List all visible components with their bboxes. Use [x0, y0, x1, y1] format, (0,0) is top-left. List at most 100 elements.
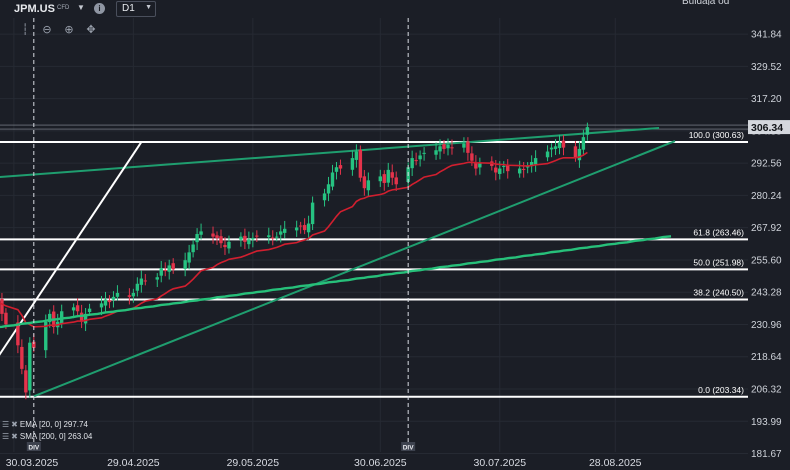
candle-body [390, 172, 394, 178]
candle [75, 298, 80, 318]
candle [107, 295, 112, 309]
candle [239, 232, 243, 247]
symbol-name[interactable]: JPM.US [14, 3, 55, 15]
candle [354, 144, 359, 168]
candle [103, 291, 108, 312]
candle [358, 145, 363, 182]
legend-close-icon[interactable]: ✖ [11, 432, 18, 441]
candle [271, 230, 275, 246]
date-tick-label: 30.07.2025 [473, 457, 526, 469]
candle-body [20, 346, 24, 369]
dividend-markers: DIV DIV [26, 18, 416, 452]
candle-body [573, 146, 578, 159]
dividend-label: DIV [403, 445, 415, 452]
zoom-out-icon[interactable]: ⊖ [42, 24, 52, 36]
candle [521, 162, 526, 178]
candle [434, 142, 438, 160]
crosshair-lines-icon[interactable]: ┆ [21, 24, 29, 36]
candle [310, 196, 315, 231]
candle-body [474, 162, 478, 169]
candle-body [466, 141, 470, 153]
candle-body [187, 252, 191, 263]
candle [553, 139, 558, 155]
candle-body [549, 147, 554, 150]
candle-body [478, 163, 482, 168]
price-tick-label: 181.67 [751, 449, 782, 460]
candle [127, 288, 132, 305]
legend-close-icon[interactable]: ✖ [11, 420, 18, 429]
top-right-label: Buldaja od [682, 0, 729, 5]
candle-body [577, 148, 582, 161]
candle-body [243, 235, 247, 242]
candle [322, 188, 327, 207]
price-tick-label: 292.56 [751, 159, 782, 170]
candle [243, 228, 247, 250]
candle-body [155, 277, 159, 280]
candle [99, 295, 104, 316]
candle [143, 274, 148, 286]
candle-body [107, 300, 112, 303]
candle [326, 176, 331, 202]
legend-settings-icon[interactable]: ☰ [2, 432, 10, 441]
candle-body [111, 296, 116, 300]
chevron-down-icon: ▼ [145, 4, 152, 11]
price-tick-label: 243.28 [751, 288, 782, 299]
candle-body [199, 231, 203, 235]
candle [366, 172, 371, 197]
legend-sma[interactable]: ☰ ✖ SMA [200, 0] 263.04 [2, 432, 92, 441]
legend-settings-icon[interactable]: ☰ [2, 420, 10, 429]
candle-body [446, 144, 450, 149]
candle-body [462, 143, 466, 148]
trendline [33, 140, 676, 398]
candle [394, 171, 398, 191]
candle-body [79, 312, 84, 322]
candle [386, 162, 390, 187]
candle-body [75, 305, 80, 312]
fib-label: 38.2 (240.50) [693, 287, 744, 297]
candle-body [494, 167, 498, 173]
candle [155, 273, 159, 288]
candle [294, 220, 299, 237]
candle-body [581, 137, 586, 150]
candle [135, 277, 140, 297]
candle-body [502, 165, 506, 167]
zoom-in-icon[interactable]: ⊕ [64, 24, 74, 36]
symbol-dropdown-icon[interactable]: ▼ [77, 3, 85, 12]
fib-label: 50.0 (251.98) [693, 257, 744, 267]
fib-label: 0.0 (203.34) [698, 385, 744, 395]
candle-body [279, 231, 283, 235]
candle-body [521, 168, 526, 170]
candle-body [247, 239, 251, 245]
candle-body [135, 283, 140, 291]
candle-body [334, 167, 339, 172]
candle-body [191, 244, 195, 253]
candle-body [16, 322, 20, 346]
candle-body [115, 292, 120, 297]
candle-body [561, 140, 566, 148]
timeframe-select[interactable]: D1 ▼ [116, 1, 156, 17]
candle [438, 139, 442, 160]
price-tick-label: 193.99 [751, 417, 782, 428]
date-tick-label: 30.03.2025 [6, 457, 59, 469]
candle [525, 162, 530, 174]
candle-body [44, 321, 48, 351]
candle [506, 159, 510, 179]
candle-body [163, 270, 167, 272]
candle-body [350, 158, 355, 170]
legend-ema[interactable]: ☰ ✖ EMA [20, 0] 297.74 [2, 420, 88, 429]
candle [283, 220, 287, 239]
candle [71, 303, 76, 319]
candle-body [251, 237, 255, 240]
candle [0, 292, 4, 322]
price-tick-label: 280.24 [751, 191, 782, 202]
info-icon[interactable]: i [94, 3, 105, 14]
candle-body [394, 177, 398, 185]
current-price-label: 306.34 [751, 122, 783, 134]
candle [83, 307, 88, 332]
price-tick-label: 230.96 [751, 320, 782, 331]
price-tick-label: 329.52 [751, 62, 782, 73]
candle [131, 288, 136, 303]
move-icon[interactable]: ✥ [86, 24, 96, 36]
candle-body [271, 237, 275, 239]
